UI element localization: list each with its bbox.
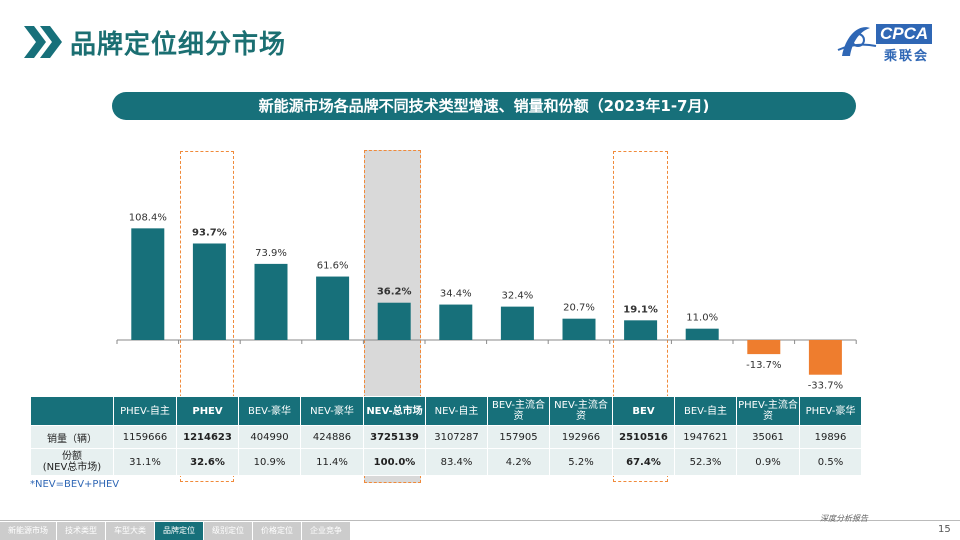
table-cell: 52.3%	[674, 448, 737, 476]
table-cell: 10.9%	[238, 448, 301, 476]
table-cell: 404990	[238, 425, 301, 449]
bar	[624, 320, 658, 340]
table-header-cell: PHEV	[176, 396, 239, 426]
bar	[131, 228, 165, 340]
data-label: 19.1%	[623, 304, 658, 315]
footer-nav-tab[interactable]: 技术类型	[57, 522, 105, 540]
data-label: -33.7%	[808, 381, 843, 392]
table-header-cell: NEV-总市场	[363, 396, 426, 426]
data-label: 73.9%	[255, 248, 287, 259]
table-cell: 424886	[300, 425, 364, 449]
table-header-cell: PHEV-主流合资	[736, 396, 800, 426]
bar	[562, 318, 596, 340]
table-header-cell: BEV-豪华	[238, 396, 301, 426]
table-cell: 0.5%	[799, 448, 862, 476]
table-cell: 1214623	[176, 425, 239, 449]
table-cell: 1947621	[674, 425, 737, 449]
table-cell: 3107287	[425, 425, 488, 449]
footer-nav-tab[interactable]: 企业竞争	[302, 522, 350, 540]
data-label: 93.7%	[192, 227, 227, 238]
highlight-phev	[180, 151, 234, 482]
bar	[747, 340, 781, 355]
table-header-cell: BEV-自主	[674, 396, 737, 426]
data-label: 11.0%	[686, 313, 718, 324]
table-cell: 192966	[549, 425, 613, 449]
logo-subtitle: 乘联会	[884, 49, 930, 64]
table-cell: 0.9%	[736, 448, 800, 476]
data-label: 36.2%	[377, 287, 412, 298]
header: 品牌定位细分市场	[22, 22, 286, 62]
table-header-cell: NEV-主流合资	[549, 396, 613, 426]
footnote: *NEV=BEV+PHEV	[30, 479, 120, 490]
report-label: 深度分析报告	[820, 514, 868, 523]
footer-nav-tab[interactable]: 级别定位	[204, 522, 252, 540]
table-cell: 32.6%	[176, 448, 239, 476]
table-cell: 35061	[736, 425, 800, 449]
bar	[254, 263, 288, 340]
growth-bar-chart: 108.4% 93.7% 73.9% 61.6% 36.2% 34.4% 32.4% 20.7…	[116, 212, 857, 392]
table-header-cell: BEV	[612, 396, 675, 426]
table-cell: 19896	[799, 425, 862, 449]
bar	[316, 276, 350, 340]
footer-divider	[0, 520, 960, 521]
table-header-cell: NEV-自主	[425, 396, 488, 426]
data-label: 20.7%	[563, 303, 595, 314]
table-cell: 11.4%	[300, 448, 364, 476]
bar	[500, 306, 534, 340]
table-row-label: 份额 (NEV总市场)	[30, 448, 114, 476]
table-cell: 31.1%	[113, 448, 177, 476]
table-cell: 100.0%	[363, 448, 426, 476]
double-chevron-icon	[24, 26, 62, 58]
data-label: 61.6%	[317, 261, 349, 272]
data-label: -13.7%	[746, 360, 781, 371]
footer-nav-tab[interactable]: 新能源市场	[0, 522, 56, 540]
highlight-bev	[613, 151, 668, 482]
table-header-cell: PHEV-自主	[113, 396, 177, 426]
table-header-cell: BEV-主流合资	[487, 396, 550, 426]
bar	[192, 243, 226, 340]
table-cell: 3725139	[363, 425, 426, 449]
table-row-label: 销量（辆）	[30, 425, 114, 449]
chart-title-banner: 新能源市场各品牌不同技术类型增速、销量和份额（2023年1-7月)	[112, 92, 856, 120]
table-cell: 2510516	[612, 425, 675, 449]
table-header-cell: PHEV-豪华	[799, 396, 862, 426]
cpca-logo-icon	[837, 27, 877, 56]
table-corner-cell	[30, 396, 114, 426]
data-label: 34.4%	[440, 289, 472, 300]
page-number: 15	[938, 524, 951, 535]
data-label: 108.4%	[129, 212, 167, 223]
bar	[377, 302, 411, 340]
data-label: 32.4%	[502, 291, 534, 302]
table-cell: 4.2%	[487, 448, 550, 476]
footer-nav-tab[interactable]: 品牌定位	[155, 522, 203, 540]
table-cell: 67.4%	[612, 448, 675, 476]
bar	[808, 340, 842, 375]
table-header-row: PHEV-自主 PHEV BEV-豪华 NEV-豪华 NEV-总市场 NEV-自主 BEV-…	[30, 396, 862, 426]
table-cell: 83.4%	[425, 448, 488, 476]
table-row-sales: 销量（辆） 1159666 1214623 404990 424886 3725139 31…	[30, 425, 862, 449]
footer-nav-tab[interactable]: 价格定位	[253, 522, 301, 540]
bar	[439, 304, 473, 340]
table-row-share: 份额 (NEV总市场) 31.1% 32.6% 10.9% 11.4% 100.0% 83.4…	[30, 448, 862, 476]
table-cell: 157905	[487, 425, 550, 449]
table-header-cell: NEV-豪华	[300, 396, 364, 426]
table-cell: 5.2%	[549, 448, 613, 476]
table-cell: 1159666	[113, 425, 177, 449]
page-title: 品牌定位细分市场	[70, 29, 287, 60]
bar	[685, 328, 719, 340]
logo-text: CPCA	[876, 24, 933, 44]
footer-nav-tab[interactable]: 车型大类	[106, 522, 154, 540]
sales-share-table: PHEV-自主 PHEV BEV-豪华 NEV-豪华 NEV-总市场 NEV-自主 BEV-…	[30, 396, 862, 476]
footer-nav: 新能源市场 技术类型 车型大类 品牌定位 级别定位 价格定位 企业竞争	[0, 522, 351, 540]
